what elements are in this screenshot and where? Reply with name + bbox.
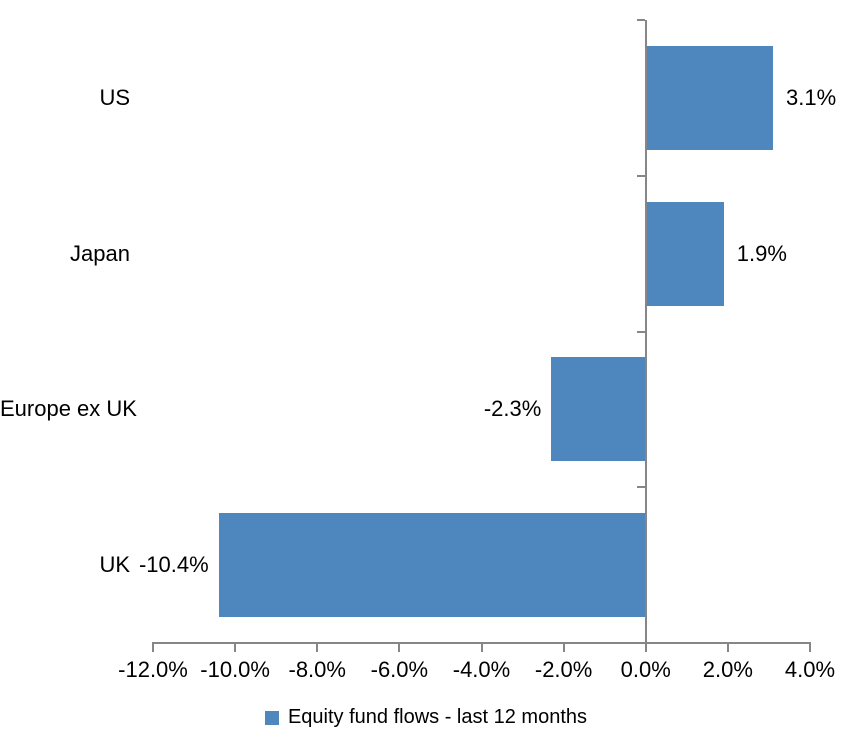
category-tick xyxy=(636,19,645,21)
x-tick-label: -4.0% xyxy=(452,657,511,682)
bar-japan xyxy=(645,201,724,306)
value-label-us: 3.1% xyxy=(786,84,837,110)
category-tick xyxy=(636,330,645,333)
category-label-japan: Japan xyxy=(70,240,130,266)
x-tick xyxy=(644,643,647,652)
category-label-uk: UK xyxy=(99,552,130,578)
bar-us xyxy=(645,45,774,150)
x-tick-label: 2.0% xyxy=(702,657,753,682)
x-tick xyxy=(480,643,483,652)
x-tick-label: -8.0% xyxy=(288,657,346,682)
x-tick xyxy=(809,643,811,652)
category-tick xyxy=(636,174,645,177)
x-tick xyxy=(562,643,565,652)
legend-label: Equity fund flows - last 12 months xyxy=(287,706,588,728)
legend: Equity fund flows - last 12 months xyxy=(0,706,852,729)
bar-uk xyxy=(218,513,646,618)
x-tick xyxy=(152,643,154,652)
x-tick xyxy=(726,643,729,652)
bar-europe-ex-uk xyxy=(551,357,646,462)
value-label-japan: 1.9% xyxy=(736,240,787,266)
x-tick xyxy=(398,643,401,652)
x-tick-label: -10.0% xyxy=(200,657,270,682)
x-tick-label: 0.0% xyxy=(620,657,671,682)
x-tick-label: -6.0% xyxy=(370,657,429,682)
category-label-us: US xyxy=(99,84,130,110)
category-label-europe-ex-uk: Europe ex UK xyxy=(0,396,137,422)
x-tick xyxy=(234,643,237,652)
value-label-europe-ex-uk: -2.3% xyxy=(483,396,542,422)
x-tick-label: -12.0% xyxy=(118,657,188,682)
category-tick xyxy=(636,486,645,489)
x-tick xyxy=(316,643,319,652)
category-axis-line xyxy=(644,20,647,643)
legend-swatch xyxy=(264,710,279,725)
x-tick-label: 4.0% xyxy=(784,657,836,682)
value-label-uk: -10.4% xyxy=(138,552,209,578)
x-tick-label: -2.0% xyxy=(534,657,593,682)
